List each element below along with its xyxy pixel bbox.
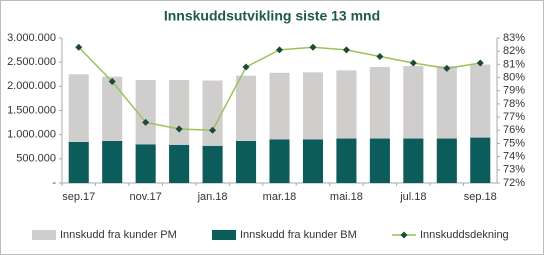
y2-tick-label: 74% xyxy=(503,151,525,163)
y-tick-label: 500.000 xyxy=(16,153,56,165)
legend-swatch xyxy=(32,230,56,240)
y2-tick-label: 83% xyxy=(503,32,525,44)
legend-label: Innskudd fra kunder BM xyxy=(240,229,357,241)
y-tick-label: 2.500.000 xyxy=(7,56,56,68)
bar xyxy=(369,67,390,139)
y2-tick-label: 72% xyxy=(503,177,525,189)
y-tick-label: 3.000.000 xyxy=(7,32,56,44)
legend-swatch xyxy=(400,231,408,239)
bar xyxy=(403,66,424,139)
bar xyxy=(336,70,357,139)
y2-tick-label: 81% xyxy=(503,58,525,70)
line-marker xyxy=(175,125,183,133)
line-marker xyxy=(142,118,150,126)
x-tick-label: sep.17 xyxy=(62,191,95,203)
line-marker xyxy=(75,43,83,51)
y2-tick-label: 78% xyxy=(503,98,525,110)
bar xyxy=(269,139,290,183)
bar xyxy=(236,140,257,183)
line-marker xyxy=(276,46,283,54)
bar xyxy=(470,64,491,138)
line-marker xyxy=(409,59,417,67)
y-tick-label: 1.500.000 xyxy=(7,104,56,116)
x-tick-label: jan.18 xyxy=(197,191,228,203)
line-marker xyxy=(242,63,250,71)
legend-label: Innskudd fra kunder PM xyxy=(60,229,177,241)
y2-tick-label: 73% xyxy=(503,164,525,176)
bar xyxy=(236,75,257,141)
line-marker xyxy=(342,46,350,54)
bar xyxy=(68,141,89,183)
y2-tick-label: 75% xyxy=(503,137,525,149)
y2-tick-label: 77% xyxy=(503,111,525,123)
bar xyxy=(403,138,424,183)
line-marker xyxy=(376,52,384,60)
x-tick-label: jul.18 xyxy=(399,191,426,203)
x-tick-label: sep.18 xyxy=(464,191,497,203)
bar xyxy=(68,74,89,142)
bar xyxy=(169,80,190,145)
y-tick-label: 1.000.000 xyxy=(7,129,56,141)
y2-tick-label: 80% xyxy=(503,71,525,83)
y2-tick-label: 79% xyxy=(503,85,525,97)
chart-title: Innskuddsutvikling siste 13 mnd xyxy=(164,8,380,24)
y2-tick-label: 82% xyxy=(503,45,525,57)
line-marker xyxy=(309,43,317,51)
line-marker xyxy=(209,126,217,134)
bar xyxy=(269,72,290,140)
bar xyxy=(436,138,457,183)
line-marker xyxy=(443,64,451,72)
legend-swatch xyxy=(212,230,236,240)
x-tick-label: nov.17 xyxy=(130,191,162,203)
x-tick-label: mar.18 xyxy=(263,191,297,203)
line-marker xyxy=(476,59,484,67)
bar xyxy=(369,138,390,183)
bar xyxy=(102,140,123,183)
y2-tick-label: 76% xyxy=(503,124,525,136)
bar xyxy=(135,144,156,183)
x-tick-label: mai.18 xyxy=(330,191,363,203)
bar xyxy=(470,137,491,183)
bar xyxy=(202,145,223,183)
bar xyxy=(436,66,457,139)
legend-label: Innskuddsdekning xyxy=(420,229,509,241)
bar xyxy=(169,144,190,183)
y-tick-label: - xyxy=(52,177,56,189)
bar xyxy=(202,80,223,146)
bar xyxy=(135,80,156,145)
y-tick-label: 2.000.000 xyxy=(7,80,56,92)
bar xyxy=(102,76,123,141)
bar xyxy=(336,138,357,183)
line-marker xyxy=(108,78,116,85)
bar xyxy=(302,72,323,140)
bar xyxy=(302,139,323,183)
